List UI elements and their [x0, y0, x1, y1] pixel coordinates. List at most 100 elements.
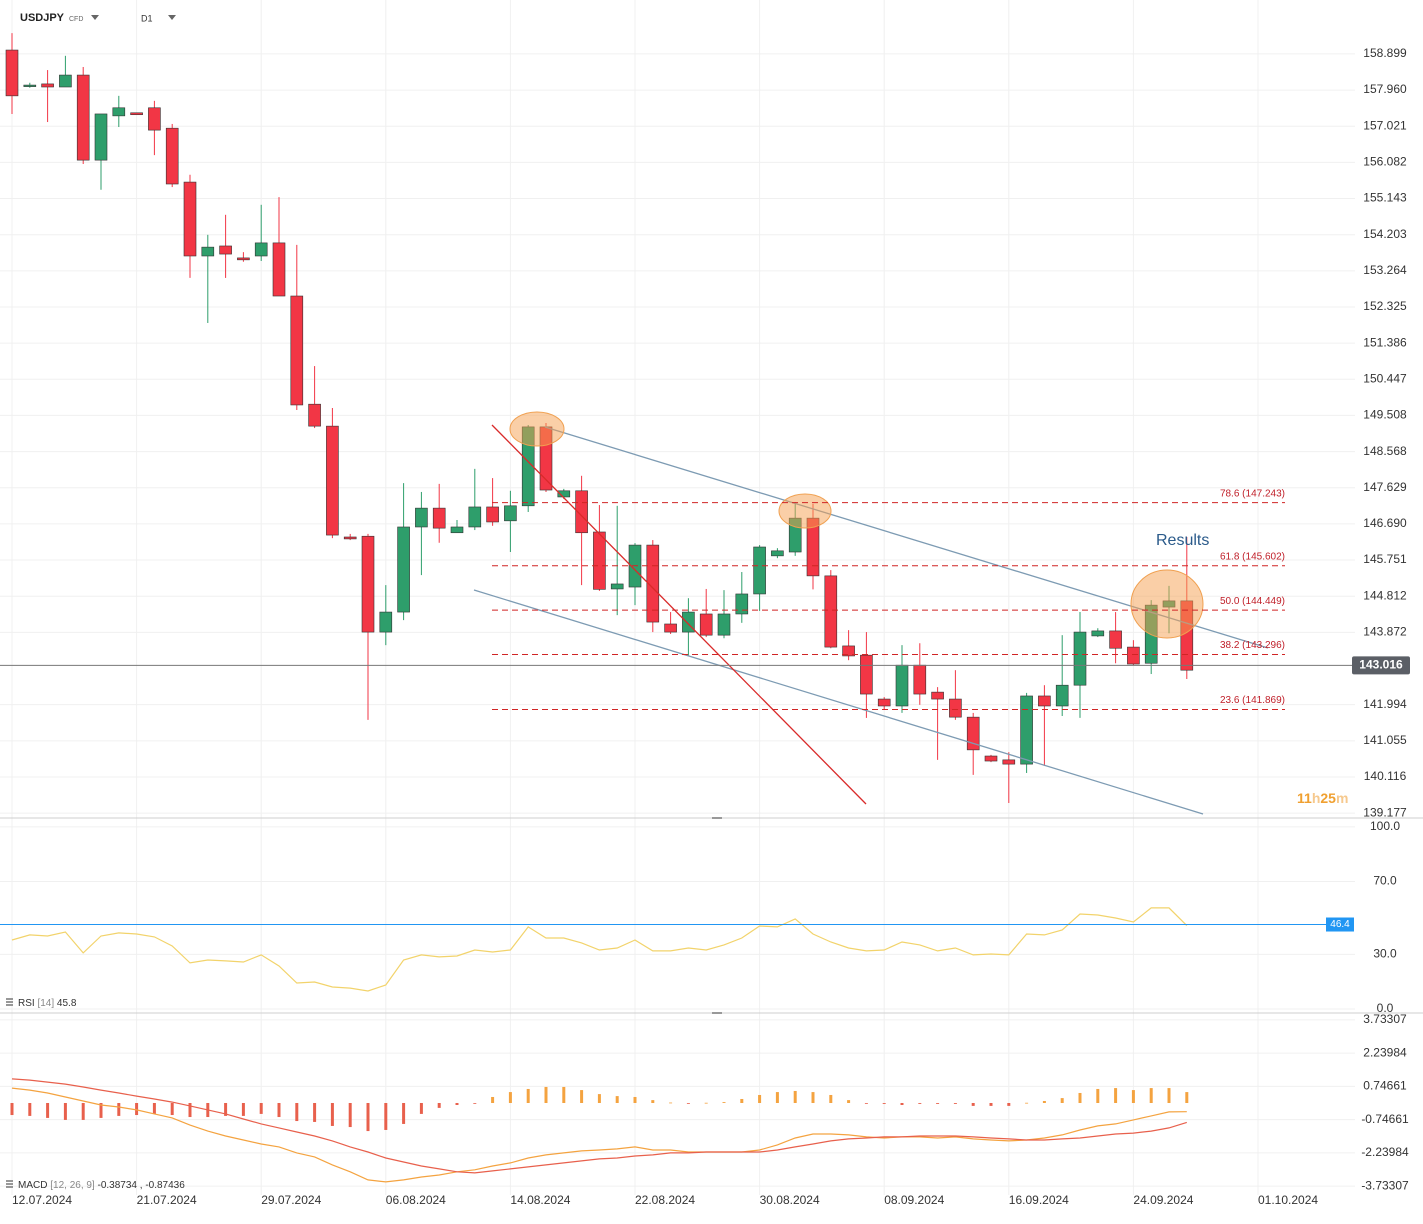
candle-body — [1091, 630, 1105, 637]
candle-body — [272, 242, 286, 297]
candle-body — [913, 664, 927, 695]
candle-body — [254, 242, 268, 257]
candle-body — [984, 755, 998, 762]
y-tick-label: 140.116 — [1364, 769, 1407, 783]
dropdown-arrow[interactable] — [168, 15, 176, 20]
candle-body — [41, 83, 54, 88]
macd-histogram-bar — [384, 1102, 388, 1130]
y-tick-label: 157.960 — [1363, 82, 1407, 96]
trendline[interactable] — [491, 424, 867, 805]
macd-histogram-bar — [971, 1102, 975, 1106]
macd-histogram-bar — [864, 1102, 868, 1104]
market: CFD — [69, 16, 83, 23]
macd-histogram-bar — [1131, 1090, 1135, 1103]
x-tick-label: 01.10.2024 — [1258, 1193, 1318, 1207]
macd-histogram-bar — [544, 1086, 548, 1103]
candle-body — [824, 575, 838, 648]
y-tick-label: 152.325 — [1363, 299, 1407, 313]
fib-label: 50.0 (144.449) — [1220, 596, 1285, 607]
macd-line — [11, 1087, 1187, 1183]
candle-body — [201, 246, 215, 257]
x-tick-label: 24.09.2024 — [1133, 1193, 1193, 1207]
candle-body — [771, 550, 784, 557]
candle-body — [1127, 646, 1140, 665]
trendline[interactable] — [473, 589, 1204, 815]
macd-histogram-bar — [722, 1102, 726, 1103]
macd-histogram-bar — [1114, 1088, 1118, 1103]
candle-body — [931, 691, 944, 700]
macd-legend: MACD [12, 26, 9] -0.38734 , -0.87436 — [18, 1180, 185, 1191]
macd-histogram-bar — [758, 1094, 762, 1103]
candle-body — [237, 257, 250, 261]
macd-histogram-bar — [740, 1098, 744, 1103]
highlight-circle[interactable] — [778, 493, 832, 529]
y-tick-label: 157.021 — [1363, 118, 1407, 132]
timeframe[interactable]: D1 — [141, 13, 153, 23]
macd-histogram-bar — [597, 1094, 601, 1103]
symbol[interactable]: USDJPY — [20, 12, 65, 24]
legend-icon[interactable] — [6, 1180, 13, 1188]
macd-histogram-bar — [900, 1102, 904, 1106]
macd-histogram-bar — [615, 1096, 619, 1103]
candle-body — [165, 127, 179, 185]
y-tick-label: 146.690 — [1363, 516, 1407, 530]
candle-body — [1020, 695, 1033, 765]
macd-histogram-bar — [10, 1102, 14, 1116]
legend-icon[interactable] — [6, 998, 13, 1006]
y-tick-label: 151.386 — [1363, 335, 1407, 349]
grid — [0, 0, 1355, 1195]
rsi-line — [11, 907, 1188, 992]
candle-body — [1073, 631, 1087, 686]
macd-histogram-bar — [473, 1102, 477, 1104]
candle-body — [646, 544, 660, 623]
macd-histogram-bar — [829, 1094, 833, 1103]
candle-body — [183, 181, 197, 257]
macd-histogram-bar — [633, 1096, 637, 1103]
macd-histogram-bar — [562, 1086, 566, 1103]
macd-histogram-bar — [491, 1096, 495, 1103]
x-tick-label: 30.08.2024 — [760, 1193, 820, 1207]
panel-handle[interactable] — [712, 1012, 722, 1014]
annotation: Results — [1156, 532, 1209, 549]
x-tick-label: 12.07.2024 — [12, 1193, 72, 1207]
marks — [5, 33, 1194, 1183]
x-tick-label: 08.09.2024 — [884, 1193, 944, 1207]
drawings — [473, 411, 1269, 815]
macd-histogram-bar — [580, 1090, 584, 1103]
candle-body — [23, 84, 37, 87]
x-tick-label: 22.08.2024 — [635, 1193, 695, 1207]
y-tick-label: 153.264 — [1363, 263, 1407, 277]
y-tick-label: 0.74661 — [1363, 1079, 1407, 1093]
macd-histogram-bar — [348, 1102, 352, 1128]
candle-body — [1109, 630, 1122, 649]
candle-body — [966, 716, 980, 751]
candle-body — [432, 507, 446, 529]
macd-histogram-bar — [1149, 1088, 1153, 1103]
fib-label: 78.6 (147.243) — [1220, 488, 1285, 499]
candle-body — [753, 546, 766, 595]
macd-histogram-bar — [28, 1102, 32, 1116]
macd-histogram-bar — [135, 1102, 139, 1116]
candle-body — [219, 245, 232, 255]
candle-body — [610, 583, 624, 590]
y-tick-label: 0.0 — [1377, 1001, 1394, 1015]
y-tick-label: 150.447 — [1363, 371, 1407, 385]
macd-histogram-bar — [46, 1102, 50, 1118]
dropdown-arrow[interactable] — [91, 15, 99, 20]
candle-body — [5, 49, 19, 97]
highlight-circle[interactable] — [1130, 569, 1204, 639]
y-tick-label: 156.082 — [1363, 155, 1407, 169]
candle-body — [486, 506, 499, 523]
macd-histogram-bar — [669, 1102, 673, 1104]
x-tick-label: 14.08.2024 — [510, 1193, 570, 1207]
candle-body — [1038, 695, 1051, 707]
macd-histogram-bar — [259, 1102, 263, 1114]
highlight-circle[interactable] — [509, 411, 565, 447]
macd-histogram-bar — [63, 1102, 67, 1120]
macd-histogram-bar — [686, 1102, 690, 1104]
y-tick-label: 155.143 — [1363, 191, 1407, 205]
panel-handle[interactable] — [712, 817, 722, 819]
rsi-marker-label: 46.4 — [1330, 919, 1350, 930]
